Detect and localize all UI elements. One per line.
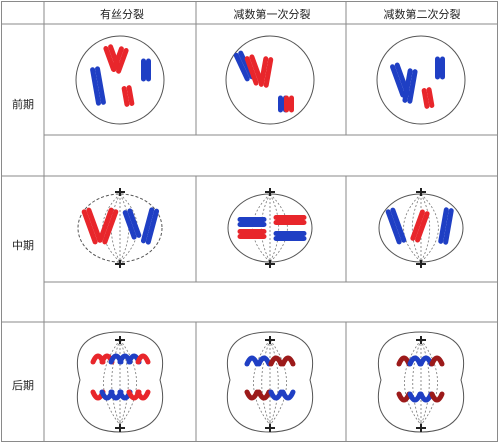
chromatid — [402, 68, 413, 103]
meiosis1-prophase-chromosomes — [233, 50, 294, 113]
v-chromosome — [135, 389, 151, 401]
chromatid — [390, 64, 406, 98]
spindle-fiber — [412, 339, 422, 426]
chromatid — [127, 208, 142, 238]
row-prophase: 前期 — [12, 98, 34, 111]
meiosis1-anaphase-chromosomes — [244, 355, 296, 401]
meiosis1-metaphase-cell — [227, 188, 313, 268]
spindle-fiber — [269, 193, 288, 263]
spindle-fiber — [119, 339, 129, 426]
v-chromosome — [256, 389, 272, 401]
chromatid — [95, 66, 106, 105]
spindle-fiber — [420, 339, 430, 426]
spindle-fiber — [253, 339, 271, 426]
chromatid — [103, 46, 116, 72]
chromatid — [258, 56, 269, 87]
chromatid — [410, 209, 425, 241]
chromatid — [426, 87, 435, 108]
spindle-fiber — [103, 339, 121, 426]
chromatid — [443, 208, 454, 245]
spindle-fiber — [269, 339, 287, 426]
chromatid — [385, 209, 402, 245]
meiosis1-metaphase-chromosomes — [237, 215, 307, 241]
header-meiosis-2: 减数第二次分裂 — [383, 8, 461, 21]
chromatid — [421, 88, 430, 109]
chromatid — [86, 207, 103, 243]
row-metaphase: 中期 — [12, 239, 34, 252]
v-chromosome — [256, 355, 272, 367]
v-chromosome — [280, 355, 296, 367]
row-anaphase: 后期 — [12, 379, 34, 392]
header-meiosis-1: 减数第一次分裂 — [233, 8, 311, 21]
spindle-fiber — [111, 339, 121, 426]
chromatid — [244, 56, 259, 86]
meiosis2-metaphase-chromosomes — [385, 207, 454, 245]
v-chromosome — [135, 353, 151, 365]
chromatid — [111, 46, 124, 72]
v-chromosome — [429, 355, 445, 367]
meiosis2-anaphase-chromosomes — [396, 355, 445, 403]
chromatid — [116, 48, 129, 74]
spindle-fiber — [420, 339, 438, 426]
chromatid — [390, 207, 407, 243]
mitosis-metaphase-chromosomes — [81, 207, 160, 245]
meiosis1-anaphase-cell — [226, 331, 314, 433]
spindle-fiber — [403, 193, 422, 263]
meiosis2-anaphase-cell — [377, 331, 465, 433]
chromatid — [122, 210, 137, 240]
chromatid — [415, 211, 430, 243]
chromatid — [407, 69, 418, 104]
chromatid — [249, 54, 264, 84]
chromatid — [145, 208, 160, 245]
chromatid — [102, 209, 119, 245]
spindle-fiber — [252, 193, 271, 263]
spindle-fiber — [404, 339, 422, 426]
chromatid — [438, 207, 449, 244]
mitosis-metaphase-cell — [77, 188, 163, 268]
v-chromosome — [244, 389, 260, 401]
mitosis-anaphase-chromosomes — [90, 353, 151, 401]
meiosis2-prophase-chromosomes — [390, 56, 445, 109]
chromatid — [81, 209, 98, 245]
chromatid — [233, 52, 250, 82]
meiosis1-prophase-cell — [225, 35, 315, 125]
spindle-fiber — [119, 339, 137, 426]
chromatid — [140, 207, 155, 244]
cell-membrane — [225, 35, 315, 125]
cell-membrane — [376, 35, 466, 125]
chromatid — [97, 207, 114, 243]
v-chromosome — [268, 355, 284, 367]
spindle-fiber — [261, 339, 271, 426]
chromatid — [263, 57, 274, 88]
spindle-fiber — [269, 339, 279, 426]
v-chromosome — [280, 389, 296, 401]
v-chromosome — [268, 389, 284, 401]
chromatid — [90, 67, 101, 106]
v-chromosome — [244, 355, 260, 367]
header-mitosis: 有丝分裂 — [100, 8, 144, 21]
mitosis-anaphase-cell — [76, 331, 164, 433]
spindle-fiber — [102, 193, 121, 263]
meiosis2-prophase-cell — [376, 35, 466, 125]
chromatid — [126, 85, 135, 106]
spindle-fiber — [420, 193, 439, 263]
mitosis-prophase-chromosomes — [90, 44, 151, 107]
spindle-fiber — [119, 193, 138, 263]
v-chromosome — [429, 391, 445, 403]
chromatid — [121, 86, 130, 107]
